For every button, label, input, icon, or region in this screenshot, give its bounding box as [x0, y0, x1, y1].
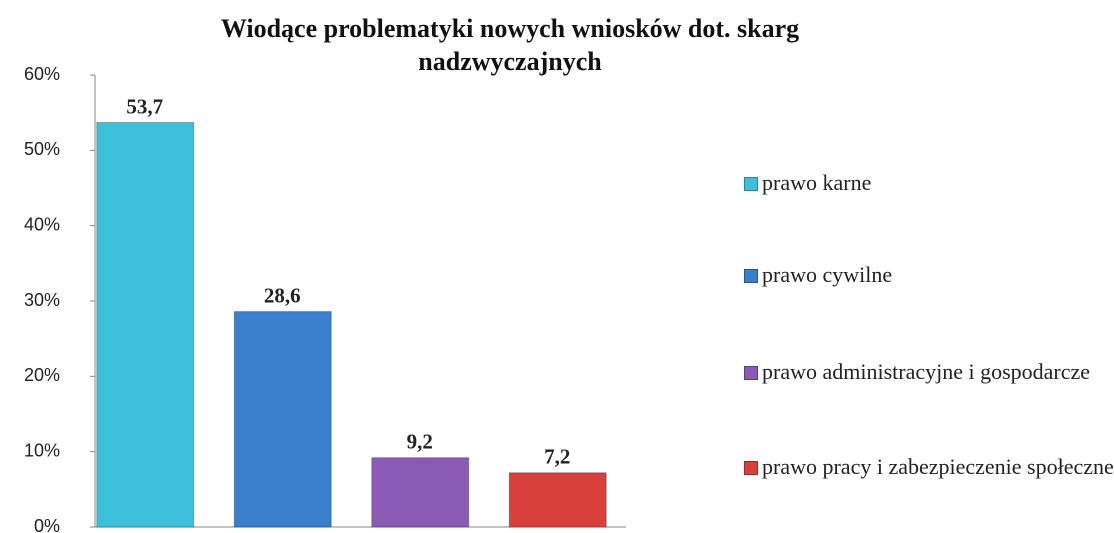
legend-swatch	[744, 269, 758, 283]
bar	[96, 121, 195, 528]
bar	[508, 472, 607, 528]
legend-swatch	[744, 461, 758, 475]
value-label: 9,2	[407, 430, 433, 454]
legend-item: prawo karne	[744, 169, 1114, 197]
legend-label: prawo administracyjne i gospodarcze	[762, 359, 1091, 384]
y-tick-label: 40%	[24, 214, 60, 234]
value-label: 53,7	[126, 94, 163, 118]
legend-item: prawo cywilne	[744, 261, 1114, 289]
legend-swatch	[744, 177, 758, 191]
legend-swatch	[744, 366, 758, 380]
y-tick-label: 0%	[34, 516, 60, 533]
legend-item: prawo administracyjne i gospodarcze	[744, 358, 1114, 386]
legend-item: prawo pracy i zabezpieczenie społeczne	[744, 453, 1114, 481]
value-label: 7,2	[544, 445, 570, 469]
bar	[371, 457, 470, 528]
value-label: 28,6	[264, 283, 301, 307]
legend-label: prawo cywilne	[762, 262, 893, 287]
y-tick-label: 20%	[24, 365, 60, 385]
y-tick-label: 30%	[24, 290, 60, 310]
legend-label: prawo karne	[762, 170, 872, 195]
chart-title: Wiodące problematyki nowych wniosków dot…	[220, 14, 800, 76]
legend-label: prawo pracy i zabezpieczenie społeczne	[762, 454, 1114, 479]
bar	[233, 311, 332, 528]
y-tick-label: 60%	[24, 64, 60, 84]
y-tick-label: 50%	[24, 139, 60, 159]
y-tick-label: 10%	[24, 440, 60, 460]
